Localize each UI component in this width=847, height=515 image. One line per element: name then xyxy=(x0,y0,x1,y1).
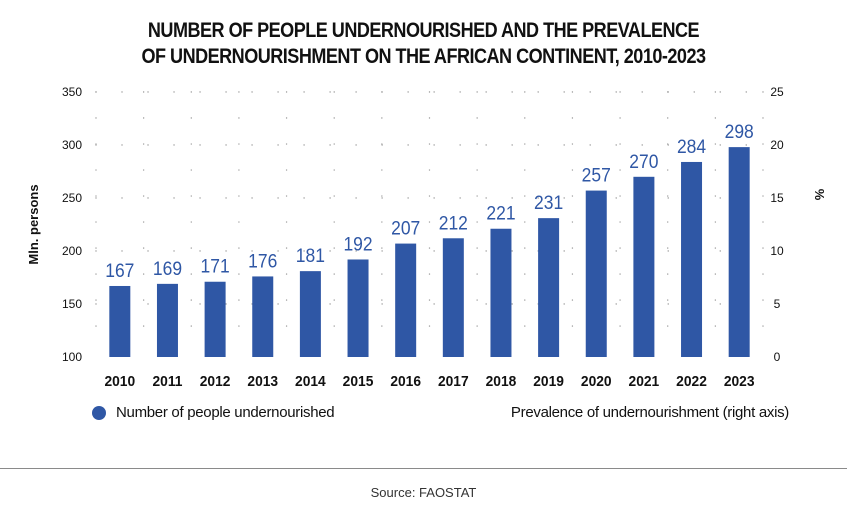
y2-tick-label: 25 xyxy=(770,85,784,99)
bar xyxy=(156,283,178,357)
bar-value-label: 176 xyxy=(248,250,277,272)
bar-value-label: 169 xyxy=(153,257,182,279)
x-tick-label: 2011 xyxy=(152,374,182,391)
bar xyxy=(538,218,560,357)
bar xyxy=(442,238,464,357)
x-tick-label: 2022 xyxy=(676,374,707,391)
x-tick-label: 2023 xyxy=(724,374,755,391)
y-tick-label: 100 xyxy=(62,350,82,364)
bar xyxy=(347,259,369,357)
bar-value-label: 181 xyxy=(296,244,325,266)
bar xyxy=(299,271,321,357)
x-tick-label: 2018 xyxy=(486,374,517,391)
legend-dot-icon xyxy=(92,405,106,420)
legend-right-label: Prevalence of undernourishment (right ax… xyxy=(510,404,789,421)
chart-title: NUMBER OF PEOPLE UNDERNOURISHED AND THE … xyxy=(59,18,787,70)
source-note: Source: FAOSTAT xyxy=(370,485,477,500)
y2-tick-label: 15 xyxy=(770,191,784,205)
y2-axis-title: % xyxy=(812,189,827,201)
bar-value-label: 270 xyxy=(629,150,658,172)
x-tick-label: 2013 xyxy=(247,374,278,391)
bar xyxy=(633,176,655,357)
bar xyxy=(681,161,703,357)
y-tick-label: 200 xyxy=(62,244,82,258)
y-axis-title: Mln. persons xyxy=(26,184,41,264)
y-tick-label: 250 xyxy=(62,191,82,205)
y-tick-label: 300 xyxy=(62,138,82,152)
y2-tick-label: 10 xyxy=(770,244,784,258)
bar-value-label: 212 xyxy=(439,212,468,234)
bar-value-label: 167 xyxy=(105,259,134,281)
bar-value-label: 257 xyxy=(582,164,611,186)
bar-value-label: 207 xyxy=(391,217,420,239)
bar xyxy=(585,190,607,357)
legend-left-label: Number of people undernourished xyxy=(116,404,335,421)
bar-value-label: 221 xyxy=(486,202,515,224)
chart-title-line1: NUMBER OF PEOPLE UNDERNOURISHED AND THE … xyxy=(147,19,700,42)
bar xyxy=(204,281,226,357)
bar xyxy=(252,276,274,357)
y2-tick-label: 5 xyxy=(774,297,781,311)
bar-value-label: 171 xyxy=(201,255,230,277)
legend-left: Number of people undernourished xyxy=(92,404,335,421)
bar xyxy=(728,147,750,357)
x-tick-label: 2020 xyxy=(581,374,612,391)
x-tick-label: 2012 xyxy=(200,374,231,391)
x-tick-label: 2010 xyxy=(104,374,135,391)
bar-value-label: 192 xyxy=(343,233,372,255)
y2-tick-label: 0 xyxy=(774,350,781,364)
x-tick-label: 2016 xyxy=(390,374,421,391)
x-tick-label: 2021 xyxy=(629,374,660,391)
x-tick-label: 2019 xyxy=(533,374,564,391)
divider xyxy=(0,468,847,469)
x-tick-label: 2014 xyxy=(295,374,326,391)
x-tick-label: 2015 xyxy=(343,374,374,391)
y-tick-label: 350 xyxy=(62,85,82,99)
bar-value-label: 231 xyxy=(534,191,563,213)
y-tick-label: 150 xyxy=(62,297,82,311)
bar-value-label: 298 xyxy=(725,120,754,142)
bar-value-label: 284 xyxy=(677,135,706,157)
bar xyxy=(109,285,131,357)
bar xyxy=(395,243,417,357)
y2-tick-label: 20 xyxy=(770,138,784,152)
bar xyxy=(490,228,512,357)
x-tick-label: 2017 xyxy=(438,374,469,391)
chart-title-line2: OF UNDERNOURISHMENT ON THE AFRICAN CONTI… xyxy=(141,45,707,68)
